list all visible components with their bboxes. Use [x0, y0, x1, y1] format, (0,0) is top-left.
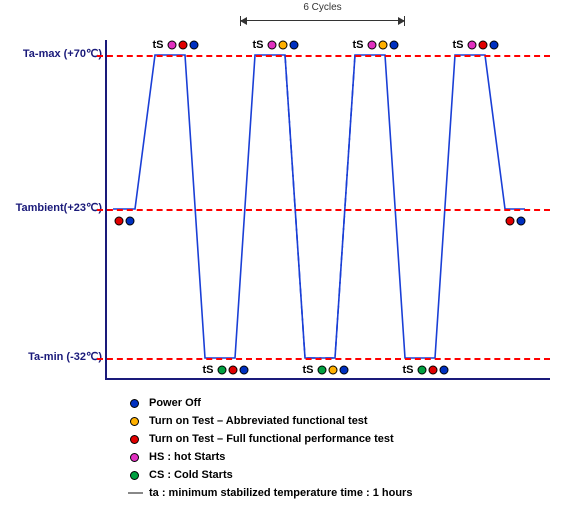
marker-top1-2	[190, 41, 199, 50]
marker-top2-1	[279, 41, 288, 50]
ts-label-top3: tS	[353, 39, 364, 51]
legend-label-5: ta : minimum stabilized temperature time…	[149, 487, 412, 499]
ts-label-bot3: tS	[403, 364, 414, 376]
marker-start-1	[125, 217, 134, 226]
legend-marker-green	[130, 471, 139, 480]
chart-area: tS tS tS tS tS tS tS	[105, 40, 550, 380]
marker-bot2-2	[340, 366, 349, 375]
legend-row-4: CS : Cold Starts	[130, 466, 412, 484]
legend-label-4: CS : Cold Starts	[149, 469, 233, 481]
legend-label-2: Turn on Test – Full functional performan…	[149, 433, 394, 445]
y-label-ambient: Tambient(+23℃)	[16, 201, 102, 214]
legend-row-3: HS : hot Starts	[130, 448, 412, 466]
legend-row-5: ta : minimum stabilized temperature time…	[130, 484, 412, 502]
legend-label-0: Power Off	[149, 397, 201, 409]
ts-label-top1: tS	[153, 39, 164, 51]
legend-label-3: HS : hot Starts	[149, 451, 225, 463]
marker-top3-1	[379, 41, 388, 50]
marker-top3-2	[390, 41, 399, 50]
y-label-max: Ta-max (+70℃)	[23, 47, 102, 60]
marker-top1-1	[179, 41, 188, 50]
legend-row-1: Turn on Test – Abbreviated functional te…	[130, 412, 412, 430]
marker-top2-2	[290, 41, 299, 50]
marker-bot2-0	[318, 366, 327, 375]
ref-line-min	[97, 358, 550, 360]
ts-label-bot2: tS	[303, 364, 314, 376]
marker-bot1-0	[218, 366, 227, 375]
ref-line-max	[97, 55, 550, 57]
marker-top4-2	[490, 41, 499, 50]
legend: Power Off Turn on Test – Abbreviated func…	[130, 394, 412, 502]
y-label-min: Ta-min (-32℃)	[28, 350, 102, 363]
marker-bot3-0	[418, 366, 427, 375]
marker-top1-0	[168, 41, 177, 50]
marker-end-1	[516, 217, 525, 226]
legend-row-2: Turn on Test – Full functional performan…	[130, 430, 412, 448]
marker-top3-0	[368, 41, 377, 50]
marker-bot3-2	[440, 366, 449, 375]
marker-top4-1	[479, 41, 488, 50]
legend-label-1: Turn on Test – Abbreviated functional te…	[149, 415, 368, 427]
ref-line-ambient	[97, 209, 550, 211]
legend-marker-red	[130, 435, 139, 444]
marker-top4-0	[468, 41, 477, 50]
marker-start-0	[114, 217, 123, 226]
marker-bot3-1	[429, 366, 438, 375]
ts-label-bot1: tS	[203, 364, 214, 376]
legend-row-0: Power Off	[130, 394, 412, 412]
legend-marker-magenta	[130, 453, 139, 462]
legend-marker-blue	[130, 399, 139, 408]
ts-label-top4: tS	[453, 39, 464, 51]
ts-label-top2: tS	[253, 39, 264, 51]
marker-bot1-1	[229, 366, 238, 375]
marker-bot2-1	[329, 366, 338, 375]
cycles-label: 6 Cycles	[298, 2, 348, 13]
legend-dash-icon	[128, 492, 143, 494]
marker-top2-0	[268, 41, 277, 50]
cycles-bracket	[240, 16, 405, 26]
legend-marker-orange	[130, 417, 139, 426]
marker-end-0	[505, 217, 514, 226]
marker-bot1-2	[240, 366, 249, 375]
